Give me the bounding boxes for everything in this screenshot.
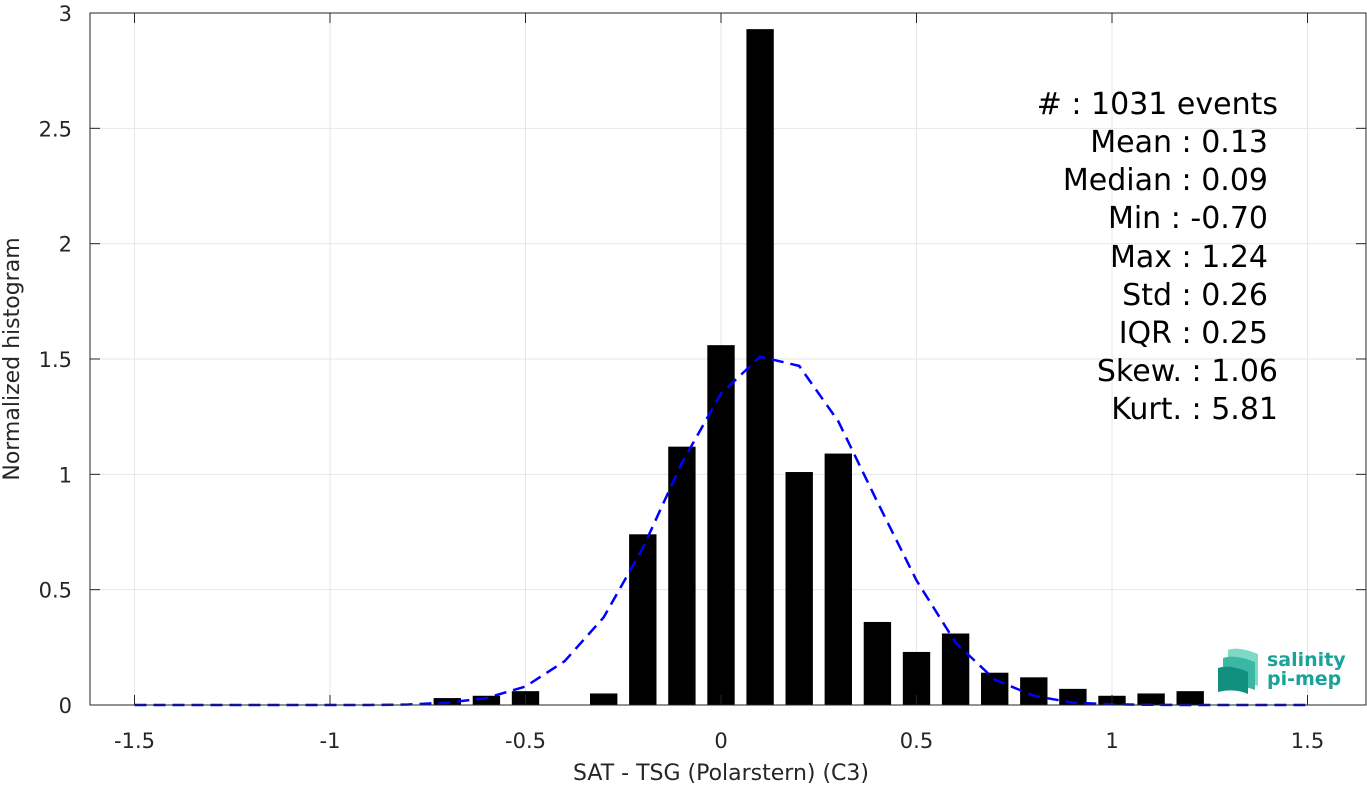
x-tick-label: 1.5 <box>1291 729 1324 753</box>
histogram-bar <box>785 472 813 705</box>
histogram-bar <box>1176 691 1204 705</box>
histogram-bar <box>746 29 774 705</box>
histogram-bar <box>824 453 852 705</box>
x-tick-label: -1.5 <box>114 729 155 753</box>
stat-std: Std : 0.26 <box>1122 278 1268 313</box>
x-tick-label: -1 <box>320 729 341 753</box>
histogram-bar <box>941 633 970 705</box>
histogram-bar <box>1137 693 1165 705</box>
x-tick-label: -0.5 <box>505 729 546 753</box>
y-tick-label: 0 <box>59 694 72 718</box>
axis-ticks: -1.5 -1 -0.5 0 0.5 1 1.5 0 0.5 1 1.5 2 2.5 3 <box>39 2 1366 753</box>
y-tick-label: 3 <box>59 2 72 26</box>
histogram-bar <box>590 693 618 705</box>
stat-events: # : 1031 events <box>1037 87 1278 122</box>
x-axis-label: SAT - TSG (Polarstern) (C3) <box>573 761 869 785</box>
histogram-bar <box>629 534 657 705</box>
y-tick-label: 2 <box>59 233 72 257</box>
y-tick-label: 1 <box>59 463 72 487</box>
x-tick-label: 1 <box>1105 729 1118 753</box>
stat-skew: Skew. : 1.06 <box>1097 354 1278 389</box>
stat-min: Min : -0.70 <box>1108 201 1268 236</box>
histogram-bar <box>1020 677 1048 705</box>
histogram-bar <box>472 695 501 705</box>
x-tick-label: 0.5 <box>900 729 933 753</box>
y-tick-label: 1.5 <box>39 348 72 372</box>
wave-logo-icon <box>1218 648 1258 694</box>
x-tick-label: 0 <box>714 729 727 753</box>
logo-line2: pi-mep <box>1267 668 1341 690</box>
stat-median: Median : 0.09 <box>1063 163 1268 198</box>
stat-iqr: IQR : 0.25 <box>1119 316 1268 351</box>
histogram-bar <box>707 345 735 705</box>
histogram-bars <box>433 29 1204 705</box>
stat-kurt: Kurt. : 5.81 <box>1111 392 1278 427</box>
histogram-bar <box>668 446 696 705</box>
y-axis-label: Normalized histogram <box>0 237 25 480</box>
histogram-bar <box>981 672 1009 705</box>
salinity-pimep-logo: salinity pi-mep <box>1218 648 1346 694</box>
stat-mean: Mean : 0.13 <box>1090 125 1268 160</box>
y-tick-label: 0.5 <box>39 579 72 603</box>
y-tick-label: 2.5 <box>39 117 72 141</box>
logo-line1: salinity <box>1267 649 1346 671</box>
histogram-bar <box>863 621 892 705</box>
stats-annotation: # : 1031 events Mean : 0.13 Median : 0.0… <box>1037 87 1278 427</box>
stat-max: Max : 1.24 <box>1110 240 1268 275</box>
